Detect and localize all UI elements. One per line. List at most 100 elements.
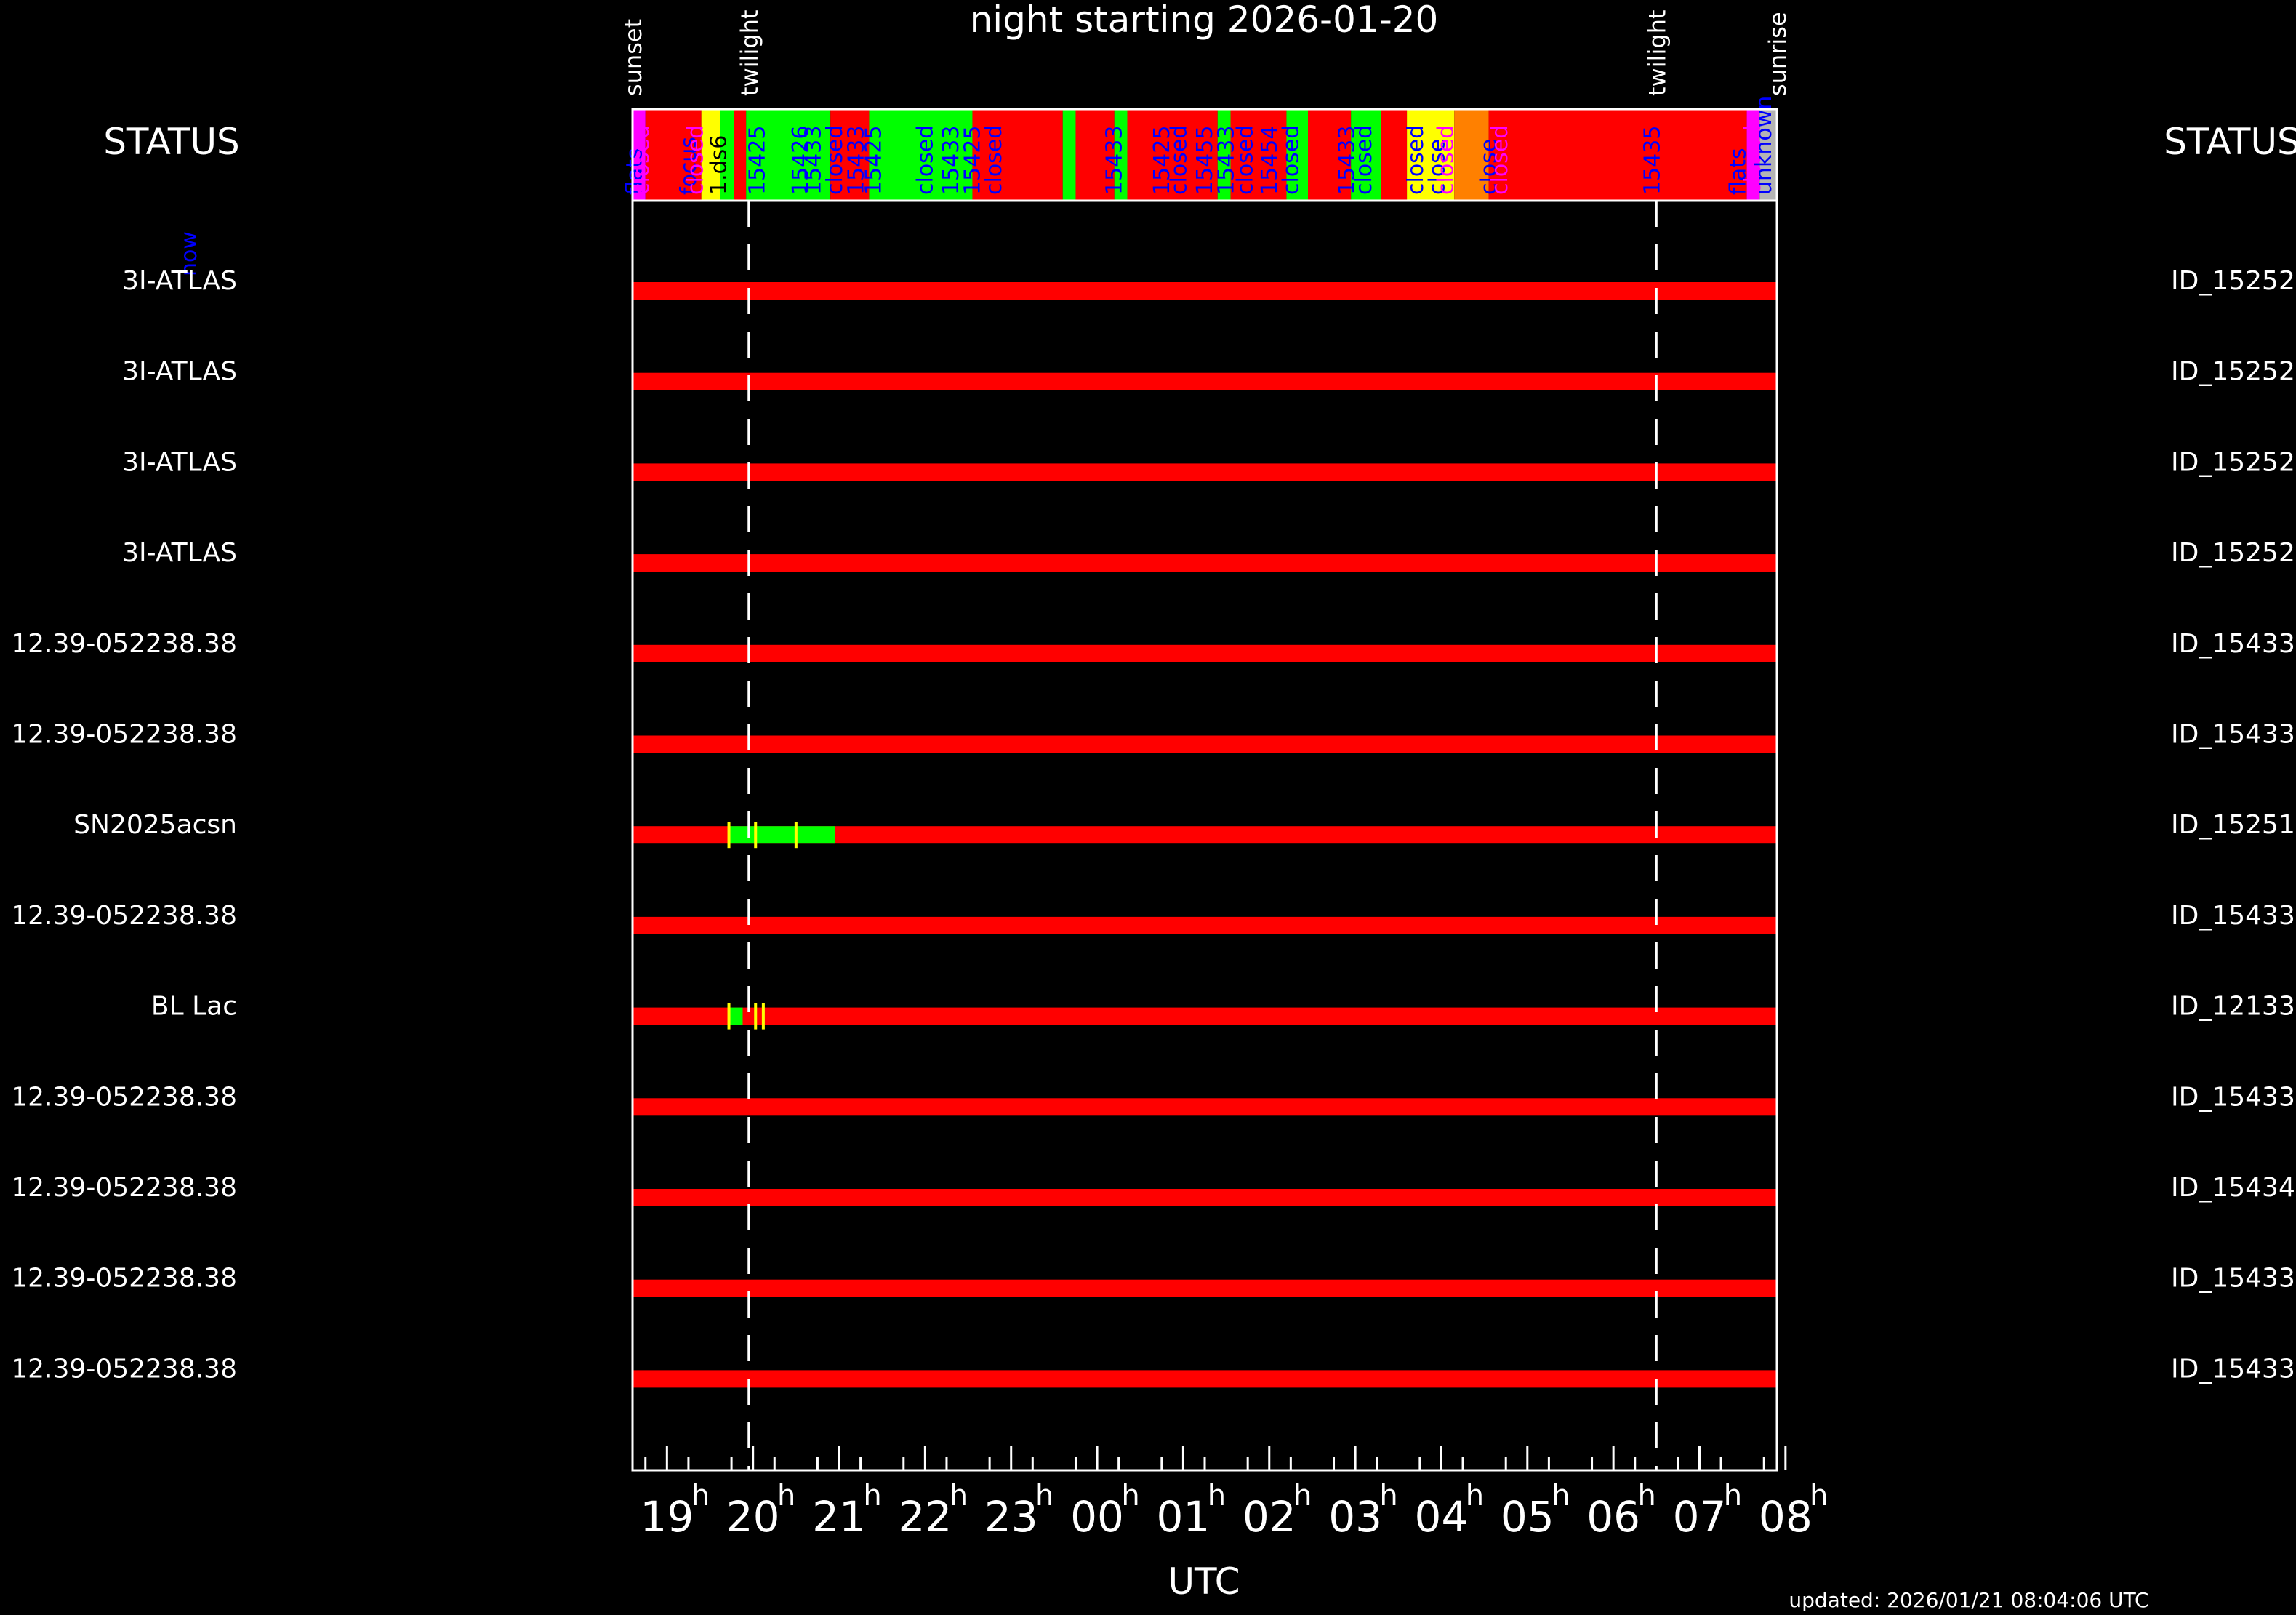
- status-block-label: 15433: [844, 126, 870, 195]
- status-block-label: 15433: [939, 126, 964, 195]
- status-block: [1746, 109, 1760, 201]
- row-target-label: 12.39-052238.38: [11, 1264, 237, 1294]
- status-block: [1075, 109, 1115, 201]
- x-tick-label: 21: [812, 1492, 866, 1542]
- x-tick-label: 19: [640, 1492, 694, 1542]
- status-block-label: 15425: [861, 126, 886, 195]
- row-id-label: ID_15252: [2171, 357, 2295, 387]
- x-axis-label: UTC: [1168, 1560, 1240, 1603]
- marker-label: twilight: [736, 9, 763, 96]
- marker-label: sunset: [619, 19, 647, 96]
- status-block: [1114, 109, 1128, 201]
- status-block: [972, 109, 1063, 201]
- row-observed-segment: [728, 1007, 743, 1025]
- status-block: [1454, 109, 1489, 201]
- status-label-left: STATUS: [103, 121, 240, 163]
- row-target-label: 12.39-052238.38: [11, 1354, 237, 1384]
- status-block: [1062, 109, 1076, 201]
- x-tick-suffix: h: [1637, 1479, 1655, 1512]
- x-tick-label: 03: [1328, 1492, 1382, 1542]
- x-tick-label: 00: [1070, 1492, 1124, 1542]
- x-tick-label: 02: [1243, 1492, 1296, 1542]
- status-block: [1407, 109, 1455, 201]
- status-block-label: 15425: [960, 126, 985, 195]
- status-block-label: closed: [982, 125, 1007, 195]
- status-block: [1759, 109, 1777, 201]
- row-target-label: 3I-ATLAS: [122, 538, 237, 568]
- row-bar: [633, 463, 1777, 481]
- row-id-label: ID_15251: [2171, 810, 2295, 840]
- chart-title: night starting 2026-01-20: [970, 0, 1439, 41]
- row-id-label: ID_15252: [2171, 266, 2295, 296]
- row-bar: [633, 735, 1777, 753]
- x-tick-label: 22: [898, 1492, 952, 1542]
- status-block: [1230, 109, 1287, 201]
- row-id-label: ID_15433: [2171, 1354, 2295, 1384]
- x-tick-label: 06: [1586, 1492, 1640, 1542]
- status-block-label: flats: [622, 148, 647, 195]
- row-target-label: 12.39-052238.38: [11, 901, 237, 931]
- status-block: [734, 109, 747, 201]
- status-block-label: closed: [822, 125, 848, 195]
- row-id-label: ID_15433: [2171, 629, 2295, 659]
- status-block-label: 15425: [745, 126, 771, 195]
- x-tick-suffix: h: [691, 1479, 710, 1512]
- row-observed-segment: [728, 826, 835, 844]
- row-target-label: 3I-ATLAS: [122, 447, 237, 477]
- status-block: [1351, 109, 1381, 201]
- row-id-label: ID_15433: [2171, 1264, 2295, 1294]
- x-tick-label: 05: [1501, 1492, 1554, 1542]
- status-block-label: closed: [1233, 125, 1259, 195]
- x-tick-suffix: h: [1810, 1479, 1828, 1512]
- x-tick-suffix: h: [777, 1479, 795, 1512]
- status-block-label: close: [1477, 139, 1502, 195]
- status-block: [645, 109, 702, 201]
- status-block: [633, 109, 646, 201]
- status-block-label: 15426: [788, 126, 814, 195]
- status-block-label: close: [1425, 139, 1450, 195]
- row-id-label: ID_15434: [2171, 1173, 2295, 1203]
- marker-label: twilight: [1643, 9, 1671, 96]
- status-block-label: closed: [1488, 125, 1513, 195]
- status-block: [1127, 109, 1218, 201]
- x-tick-suffix: h: [950, 1479, 968, 1512]
- status-block: [746, 109, 831, 201]
- row-bar: [633, 1189, 1777, 1206]
- row-target-label: SN2025acsn: [73, 810, 237, 840]
- x-tick-label: 04: [1415, 1492, 1469, 1542]
- x-tick-suffix: h: [1552, 1479, 1570, 1512]
- x-tick-label: 01: [1157, 1492, 1211, 1542]
- target-rows: 3I-ATLAS ID_15252 3I-ATLAS ID_15252 3I-ATLAS…: [11, 266, 2295, 1388]
- status-block-label: 15433: [1334, 126, 1360, 195]
- row-target-label: 12.39-052238.38: [11, 1173, 237, 1203]
- status-block-label: 15425: [1149, 126, 1175, 195]
- x-tick-label: 23: [984, 1492, 1038, 1542]
- row-bar: [633, 644, 1777, 662]
- row-bar: [633, 1279, 1777, 1297]
- row-target-label: 12.39-052238.38: [11, 720, 237, 750]
- status-block-label: closed: [1433, 125, 1458, 195]
- status-block: [701, 109, 720, 201]
- status-block-label: 15454: [1257, 126, 1283, 195]
- row-bar: [633, 916, 1777, 934]
- x-tick-suffix: h: [1121, 1479, 1139, 1512]
- row-id-label: ID_15252: [2171, 538, 2295, 568]
- now-label: now: [177, 231, 202, 276]
- status-label-right: STATUS: [2164, 121, 2296, 163]
- status-block: [1506, 109, 1747, 201]
- updated-timestamp: updated: 2026/01/21 08:04:06 UTC: [1789, 1588, 2148, 1612]
- status-block-label: 15433: [1214, 126, 1240, 195]
- status-block-label: closed: [683, 125, 708, 195]
- x-tick-suffix: h: [1379, 1479, 1397, 1512]
- status-block: [1217, 109, 1231, 201]
- row-target-label: 3I-ATLAS: [122, 357, 237, 387]
- row-id-label: ID_15252: [2171, 447, 2295, 477]
- status-block-label: closed: [1403, 125, 1429, 195]
- status-block-label: closed: [1741, 125, 1766, 195]
- status-block-label: unknown: [1751, 96, 1777, 195]
- status-block-label: 15455: [1192, 126, 1218, 195]
- status-block-label: closed: [1166, 125, 1192, 195]
- x-tick-label: 08: [1759, 1492, 1813, 1542]
